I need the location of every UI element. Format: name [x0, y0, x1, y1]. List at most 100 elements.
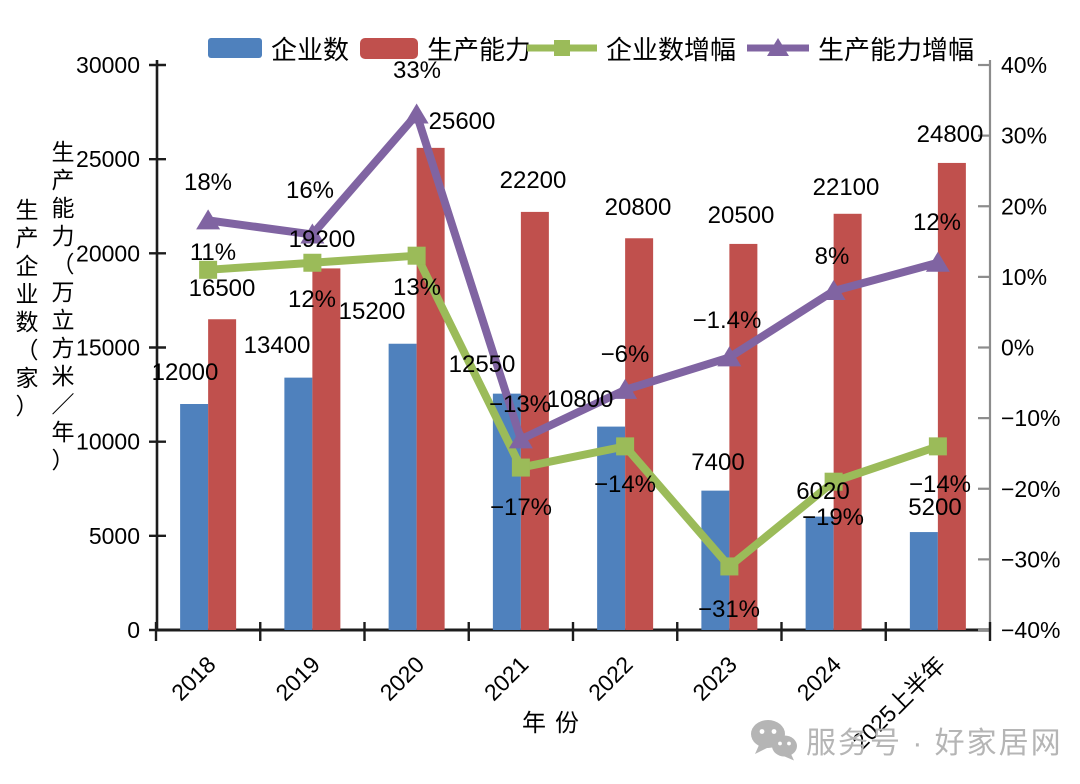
value-label-生产能力增幅-2020: 33% [393, 57, 441, 84]
left-axis-tick-label: 10000 [76, 429, 140, 455]
marker-triangle-capacity-growth-2021 [508, 428, 533, 449]
left-axis-tick-label: 25000 [76, 146, 140, 172]
marker-square-enterprise-growth-2023 [720, 557, 739, 576]
marker-square-enterprise-growth-2020 [407, 246, 426, 265]
legend-label: 生产能力增幅 [818, 34, 975, 65]
x-axis-category-label: 2019 [270, 651, 325, 706]
value-label-企业数-2019: 13400 [244, 332, 311, 359]
x-axis-title: 年份 [522, 710, 588, 737]
value-label-企业数-2024: 6020 [796, 478, 849, 505]
right-axis-tick-label: 40% [1001, 52, 1047, 78]
x-axis-category-label: 2024 [792, 651, 847, 706]
x-axis-category-label: 2021 [479, 651, 534, 706]
value-label-生产能力-2018: 16500 [189, 275, 256, 302]
marker-square-enterprise-growth-2019 [303, 253, 322, 272]
value-label-生产能力-2025上半年: 24800 [917, 121, 984, 148]
right-axis-tick-label: −40% [1001, 617, 1060, 643]
blue-bar-swatch-icon [208, 38, 262, 58]
bar-enterprises-2020 [388, 343, 417, 630]
value-label-企业数增幅-2022: −14% [594, 471, 656, 498]
value-label-生产能力增幅-2022: −6% [601, 341, 650, 368]
marker-square-enterprise-growth-2022 [616, 437, 635, 456]
value-label-企业数-2018: 12000 [152, 359, 219, 386]
bar-capacity-2020 [416, 147, 445, 630]
right-axis-tick-label: −10% [1001, 405, 1060, 431]
left-axis-tick-label: 30000 [76, 52, 140, 78]
bar-capacity-2025上半年 [937, 162, 966, 630]
value-label-生产能力-2024: 22100 [813, 174, 880, 201]
x-axis-category-label: 2020 [375, 651, 430, 706]
marker-square-enterprise-growth-2021 [511, 458, 530, 477]
value-label-生产能力-2023: 20500 [708, 202, 775, 229]
left-axis-title-enterprise-count: 生 产 企 业 数 （ 家 ） [15, 197, 39, 419]
legend-label: 生产能力 [427, 34, 532, 65]
value-label-生产能力-2022: 20800 [605, 194, 672, 221]
value-label-企业数增幅-2024: −19% [802, 504, 864, 531]
line-capacity-growth [207, 110, 939, 444]
bar-enterprises-2024 [805, 516, 834, 630]
right-axis-tick-label: 20% [1001, 193, 1047, 219]
watermark-text: 服务号 · 好家居网 [806, 727, 1063, 760]
value-label-生产能力-2021: 22200 [500, 167, 567, 194]
value-label-生产能力增幅-2019: 16% [286, 177, 334, 204]
marker-triangle-capacity-growth-2019 [300, 223, 325, 244]
value-label-生产能力增幅-2018: 18% [184, 169, 232, 196]
marker-square-enterprise-growth-2024 [824, 472, 843, 491]
bar-enterprises-2018 [180, 404, 209, 630]
legend-label: 企业数 [271, 34, 350, 65]
marker-triangle-capacity-growth-2022 [613, 378, 638, 399]
x-axis-category-label: 2018 [166, 651, 221, 706]
value-label-企业数-2021: 12550 [449, 351, 516, 378]
value-label-企业数增幅-2021: −17% [490, 494, 552, 521]
red-bar-swatch-icon [360, 37, 418, 59]
marker-square-enterprise-growth-2025上半年 [928, 437, 947, 456]
right-axis-tick-label: 10% [1001, 264, 1047, 290]
value-label-企业数增幅-2019: 12% [288, 286, 336, 313]
wechat-chat-bubbles-icon [751, 720, 797, 761]
value-label-生产能力增幅-2024: 8% [815, 243, 850, 270]
marker-triangle-capacity-growth-2024 [821, 280, 846, 300]
left-axis-tick-label: 20000 [76, 240, 140, 266]
value-label-企业数-2023: 7400 [691, 449, 744, 476]
value-label-企业数增幅-2018: 11% [190, 239, 236, 266]
marker-square-enterprise-growth-2018 [199, 260, 218, 279]
value-label-生产能力-2019: 19200 [289, 226, 356, 253]
bar-capacity-2019 [312, 268, 341, 630]
right-axis-tick-label: 30% [1001, 123, 1047, 149]
value-label-企业数增幅-2025上半年: −14% [909, 471, 971, 498]
green-line-square-marker-icon [527, 40, 597, 56]
legend-label: 企业数增幅 [606, 34, 737, 65]
value-label-企业数增幅-2020: 13% [393, 274, 441, 301]
bar-capacity-2021 [520, 211, 549, 630]
left-axis-tick-label: 5000 [89, 523, 140, 549]
bar-enterprises-2019 [284, 377, 313, 630]
left-axis-title-capacity: 生 产 能 力 （ 万 立 方 米 ／ 年 ） [51, 139, 75, 473]
right-axis-tick-label: 0% [1001, 335, 1034, 361]
value-label-企业数-2025上半年: 5200 [908, 494, 961, 521]
legend-item-enterprise-growth: 企业数增幅 [527, 30, 736, 66]
bar-enterprises-2025上半年 [909, 532, 938, 630]
bar-capacity-2022 [625, 238, 654, 630]
value-label-生产能力-2020: 25600 [429, 108, 496, 135]
value-label-生产能力增幅-2025上半年: 12% [913, 209, 961, 236]
watermark: 服务号 · 好家居网 [750, 718, 1063, 762]
legend-item-enterprises: 企业数 [208, 30, 349, 66]
marker-triangle-capacity-growth-2023 [717, 346, 742, 367]
bar-enterprises-2022 [597, 426, 626, 630]
marker-triangle-capacity-growth-2020 [404, 103, 429, 124]
marker-triangle-capacity-growth-2018 [196, 209, 221, 230]
right-axis-tick-label: −30% [1001, 546, 1060, 572]
line-enterprise-growth [207, 251, 940, 571]
x-axis-category-label: 2023 [687, 651, 742, 706]
legend-item-capacity-growth: 生产能力增幅 [747, 30, 974, 66]
value-label-企业数-2022: 10800 [547, 386, 614, 413]
bar-capacity-2024 [833, 213, 862, 631]
value-label-生产能力增幅-2021: −13% [489, 391, 551, 418]
legend-item-capacity: 生产能力 [360, 30, 531, 66]
purple-line-triangle-marker-icon [747, 38, 809, 56]
left-axis-tick-label: 0 [127, 617, 140, 643]
value-label-生产能力增幅-2023: −1.4% [693, 307, 762, 334]
value-label-企业数增幅-2023: −31% [698, 596, 760, 623]
